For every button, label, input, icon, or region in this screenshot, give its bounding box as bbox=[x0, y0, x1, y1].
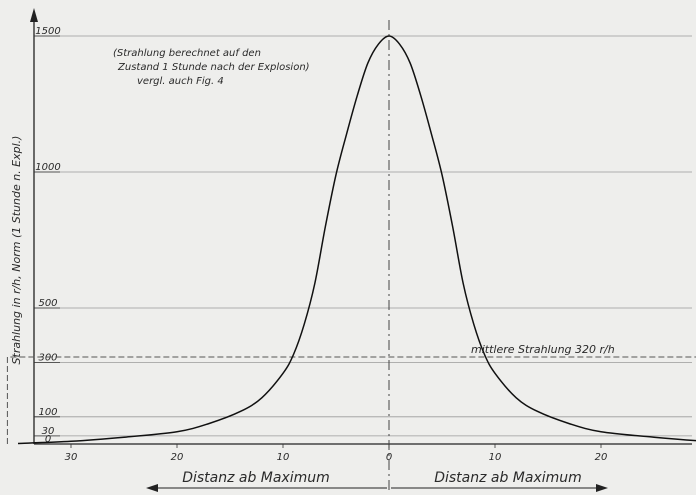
x-axis-label-right: Distanz ab Maximum bbox=[434, 470, 582, 486]
y-tick-label-300: 300 bbox=[38, 352, 57, 363]
x-tick-label: 10 bbox=[489, 452, 502, 463]
x-tick-labels: 50 km4030201001020304050 km bbox=[65, 444, 608, 463]
y-tick-label-500: 500 bbox=[38, 298, 57, 309]
x-tick-label: 30 bbox=[65, 452, 78, 463]
annotation-line-1: (Strahlung berechnet auf den bbox=[113, 48, 261, 59]
x-tick-label: 20 bbox=[171, 452, 184, 463]
annotation: (Strahlung berechnet auf den Zustand 1 S… bbox=[113, 48, 310, 87]
arrow-right-icon bbox=[596, 484, 608, 492]
x-tick-label: 10 bbox=[277, 452, 290, 463]
annotation-line-2: Zustand 1 Stunde nach der Explosion) bbox=[117, 62, 310, 73]
y-tick-label-1000: 1000 bbox=[35, 162, 60, 173]
x-tick-label: 20 bbox=[595, 452, 608, 463]
mean-radiation-label: mittlere Strahlung 320 r/h bbox=[471, 343, 615, 356]
grid bbox=[34, 35, 692, 437]
y-tick-label-0: 0 bbox=[45, 434, 51, 445]
mean-radiation-box bbox=[6, 356, 696, 444]
y-axis-arrow-icon bbox=[30, 8, 38, 22]
x-axis-label-left: Distanz ab Maximum bbox=[182, 470, 330, 486]
arrow-left-icon bbox=[146, 484, 158, 492]
distance-arrows bbox=[146, 484, 608, 492]
y-tick-labels: 030 100 300 500 1000 1500 bbox=[34, 26, 61, 445]
y-axis-label: Strahlung in r/h, Norm (1 Stunde n. Expl… bbox=[10, 136, 23, 365]
annotation-line-3: vergl. auch Fig. 4 bbox=[137, 76, 224, 87]
x-tick-label: 0 bbox=[386, 452, 392, 463]
y-tick-label-30: 30 bbox=[42, 426, 55, 437]
radiation-curve bbox=[17, 35, 696, 445]
y-tick-label-100: 100 bbox=[38, 407, 57, 418]
y-tick-label-1500: 1500 bbox=[35, 26, 60, 37]
